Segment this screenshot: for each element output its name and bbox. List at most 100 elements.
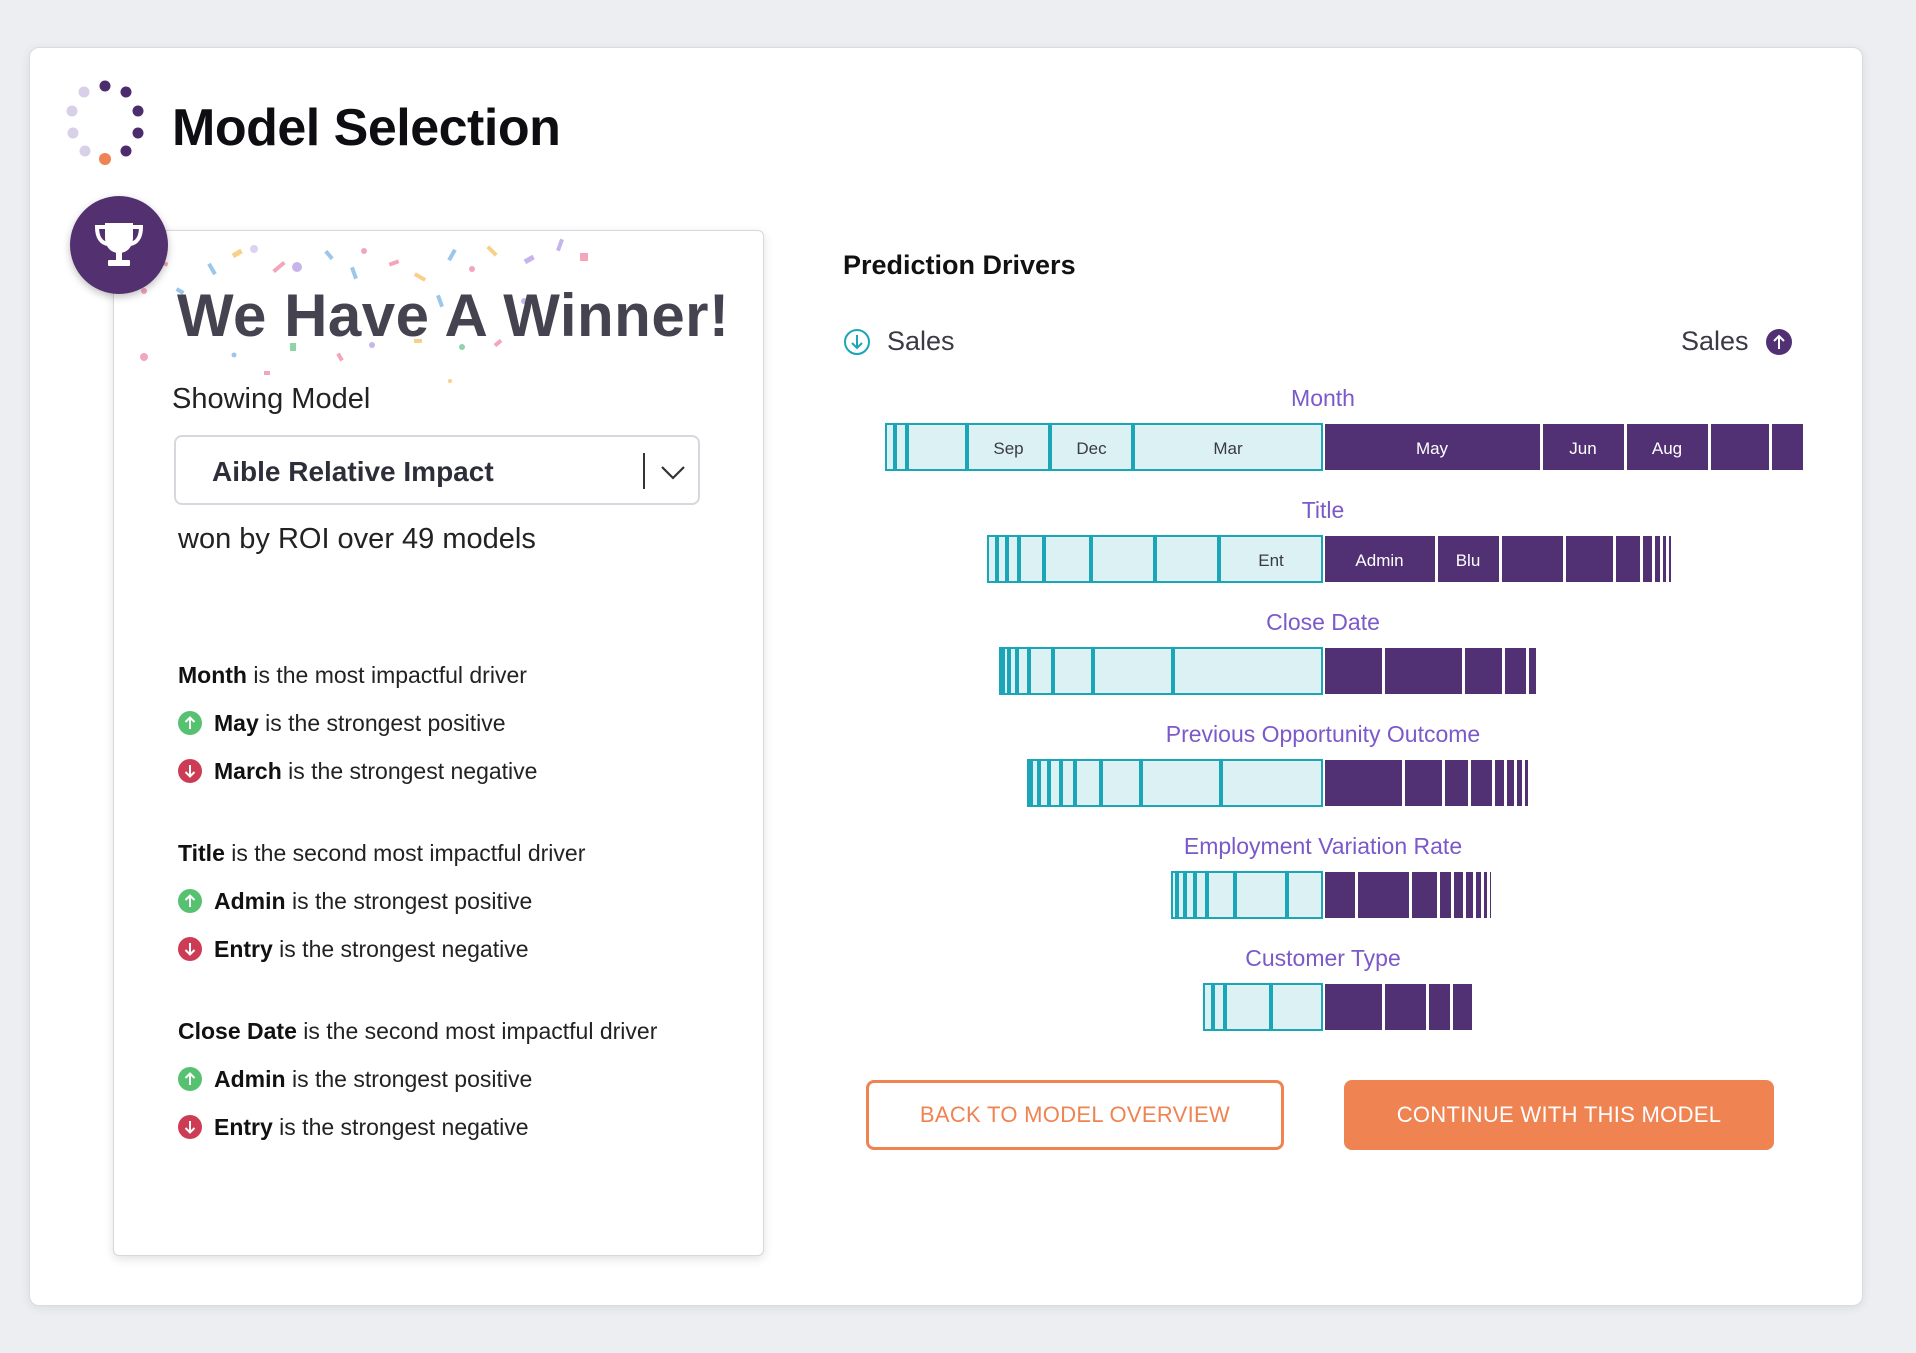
driver-rank-line: Month is the most impactful driver	[178, 651, 738, 699]
negative-segment	[1287, 871, 1323, 919]
chevron-down-icon[interactable]	[656, 455, 690, 489]
segment-label: Dec	[1076, 439, 1107, 458]
positive-segment	[1502, 536, 1563, 582]
positive-segment	[1566, 536, 1613, 582]
negative-value: Entry	[214, 936, 273, 962]
driver-positive-line: May is the strongest positive	[178, 699, 738, 747]
positive-value: May	[214, 710, 259, 736]
driver-rank-text: is the second most impactful driver	[224, 840, 586, 866]
positive-segment	[1445, 760, 1468, 806]
segment-label: Sep	[993, 439, 1023, 458]
negative-segment	[1017, 647, 1029, 695]
positive-segment	[1772, 424, 1803, 470]
segment-label: Admin	[1355, 551, 1403, 570]
arrow-up-circle-icon	[178, 1067, 202, 1091]
positive-segment	[1517, 760, 1522, 806]
negative-segment	[1003, 647, 1009, 695]
driver-negative-line: March is the strongest negative	[178, 747, 738, 795]
positive-segment	[1440, 872, 1451, 918]
positive-segment	[1385, 984, 1426, 1030]
showing-model-label: Showing Model	[172, 383, 371, 415]
arrow-down-circle-icon	[178, 937, 202, 961]
positive-segment	[1525, 760, 1528, 806]
positive-segment	[1711, 424, 1769, 470]
negative-segment	[1061, 759, 1075, 807]
negative-segment	[1039, 759, 1049, 807]
negative-text: is the strongest negative	[281, 758, 538, 784]
driver-label: Employment Variation Rate	[1184, 833, 1462, 859]
negative-segment	[1075, 759, 1101, 807]
negative-segment	[1133, 423, 1323, 471]
driver-summary: Month is the most impactful driver May is…	[178, 651, 738, 1185]
negative-segment	[1195, 871, 1207, 919]
positive-text: is the strongest positive	[285, 1066, 533, 1092]
model-select[interactable]: Aible Relative Impact	[174, 435, 700, 505]
prediction-drivers-title: Prediction Drivers	[843, 250, 1076, 280]
negative-segment	[1221, 759, 1323, 807]
driver-name: Title	[178, 840, 225, 866]
positive-segment	[1616, 536, 1640, 582]
negative-segment	[1044, 535, 1091, 583]
negative-value: March	[214, 758, 282, 784]
negative-segment	[987, 535, 997, 583]
positive-text: is the strongest positive	[285, 888, 533, 914]
positive-segment	[1465, 648, 1502, 694]
negative-segment	[1101, 759, 1141, 807]
negative-segment	[999, 647, 1003, 695]
continue-with-model-button[interactable]: CONTINUE WITH THIS MODEL	[1344, 1080, 1774, 1150]
page-title: Model Selection	[172, 99, 561, 157]
trophy-badge	[70, 196, 168, 294]
confetti-decoration	[140, 238, 588, 383]
positive-segment	[1325, 760, 1402, 806]
negative-segment	[1031, 759, 1039, 807]
segment-label: May	[1416, 439, 1449, 458]
positive-value: Admin	[214, 888, 286, 914]
positive-segment	[1325, 424, 1540, 470]
driver-rank-text: is the second most impactful driver	[296, 1018, 658, 1044]
winner-heading: We Have A Winner!	[177, 282, 730, 349]
driver-rank-text: is the most impactful driver	[246, 662, 527, 688]
positive-segment	[1453, 984, 1472, 1030]
won-by-text: won by ROI over 49 models	[178, 523, 536, 555]
trophy-icon	[94, 223, 144, 266]
negative-segment	[1235, 871, 1287, 919]
negative-segment	[1219, 535, 1323, 583]
negative-segment	[967, 423, 1050, 471]
negative-segment	[1093, 647, 1173, 695]
negative-segment	[1213, 983, 1225, 1031]
negative-segment	[1053, 647, 1093, 695]
positive-segment	[1669, 536, 1671, 582]
positive-text: is the strongest positive	[258, 710, 506, 736]
arrow-down-circle-icon	[178, 759, 202, 783]
positive-segment	[1490, 872, 1491, 918]
negative-segment	[1171, 871, 1177, 919]
positive-value: Admin	[214, 1066, 286, 1092]
arrow-up-circle-icon	[178, 711, 202, 735]
legend-negative: Sales	[843, 326, 955, 357]
back-to-model-overview-button[interactable]: BACK TO MODEL OVERVIEW	[866, 1080, 1284, 1150]
positive-segment	[1454, 872, 1463, 918]
legend-positive: Sales	[1681, 326, 1793, 357]
driver-label: Close Date	[1266, 609, 1380, 635]
positive-segment	[1643, 536, 1652, 582]
driver-negative-line: Entry is the strongest negative	[178, 1103, 738, 1151]
driver-positive-line: Admin is the strongest positive	[178, 877, 738, 925]
arrow-up-circle-icon	[1765, 328, 1792, 355]
positive-segment	[1471, 760, 1492, 806]
driver-positive-line: Admin is the strongest positive	[178, 1055, 738, 1103]
positive-segment	[1325, 648, 1382, 694]
driver-label: Customer Type	[1245, 945, 1401, 971]
model-select-value: Aible Relative Impact	[212, 456, 494, 487]
negative-text: is the strongest negative	[272, 1114, 529, 1140]
positive-segment	[1543, 424, 1624, 470]
segment-label: Blu	[1456, 551, 1481, 570]
positive-segment	[1663, 536, 1666, 582]
positive-segment	[1507, 760, 1514, 806]
negative-segment	[1271, 983, 1323, 1031]
positive-segment	[1484, 872, 1487, 918]
driver-summary-group: Close Date is the second most impactful …	[178, 1007, 738, 1151]
positive-segment	[1505, 648, 1526, 694]
negative-segment	[1173, 647, 1323, 695]
arrow-up-circle-icon	[178, 889, 202, 913]
negative-segment	[1207, 871, 1235, 919]
